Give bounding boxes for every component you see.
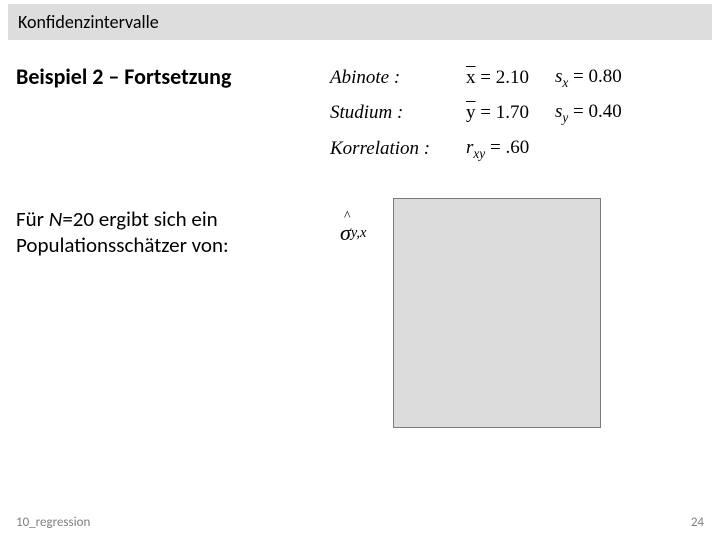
- formula-corr: rxy = .60: [466, 133, 529, 164]
- formula-sd: sy = 0.40: [555, 97, 622, 128]
- sd-sub: y: [562, 110, 568, 125]
- formula-block: Abinote : x = 2.10 sx = 0.80 Studium : y…: [330, 62, 622, 168]
- slide-number: 24: [691, 515, 704, 530]
- r-sub: xy: [473, 146, 485, 161]
- result-placeholder-box: [393, 198, 601, 428]
- sd-value: 0.40: [589, 101, 622, 122]
- mean-value: 1.70: [496, 102, 529, 123]
- formula-row-abinote: Abinote : x = 2.10 sx = 0.80: [330, 62, 622, 93]
- sd-sub: x: [562, 75, 568, 90]
- slide: Konfidenzintervalle Beispiel 2 – Fortset…: [0, 0, 720, 540]
- formula-row-korrelation: Korrelation : rxy = .60: [330, 133, 622, 164]
- formula-sd: sx = 0.80: [555, 62, 622, 93]
- formula-label: Studium :: [330, 98, 440, 127]
- sigma-sub: y,x: [351, 225, 366, 242]
- subtitle: Beispiel 2 – Fortsetzung: [16, 63, 231, 90]
- slide-title: Konfidenzintervalle: [18, 11, 159, 33]
- sigma-estimator: ^ σ y,x: [340, 220, 366, 246]
- hat-mark: ^: [344, 209, 351, 225]
- formula-mean: y = 1.70: [466, 98, 529, 127]
- title-bar: Konfidenzintervalle: [8, 4, 712, 40]
- sd-value: 0.80: [589, 66, 622, 87]
- sigma-hat-symbol: ^ σ: [340, 220, 351, 246]
- formula-label: Korrelation :: [330, 134, 440, 163]
- mean-symbol: x: [466, 68, 476, 87]
- footer-left: 10_regression: [16, 515, 90, 530]
- formula-row-studium: Studium : y = 1.70 sy = 0.40: [330, 97, 622, 128]
- r-value: .60: [505, 137, 529, 158]
- body-ital-N: N: [49, 206, 63, 232]
- formula-label: Abinote :: [330, 63, 440, 92]
- mean-value: 2.10: [496, 67, 529, 88]
- body-post: =20 ergibt sich ein: [62, 206, 217, 232]
- body-pre: Für: [16, 206, 49, 232]
- body-text: Für N=20 ergibt sich ein Populationsschä…: [16, 206, 229, 259]
- formula-mean: x = 2.10: [466, 63, 529, 92]
- mean-symbol: y: [466, 103, 476, 122]
- body-line2: Populationsschätzer von:: [16, 232, 229, 258]
